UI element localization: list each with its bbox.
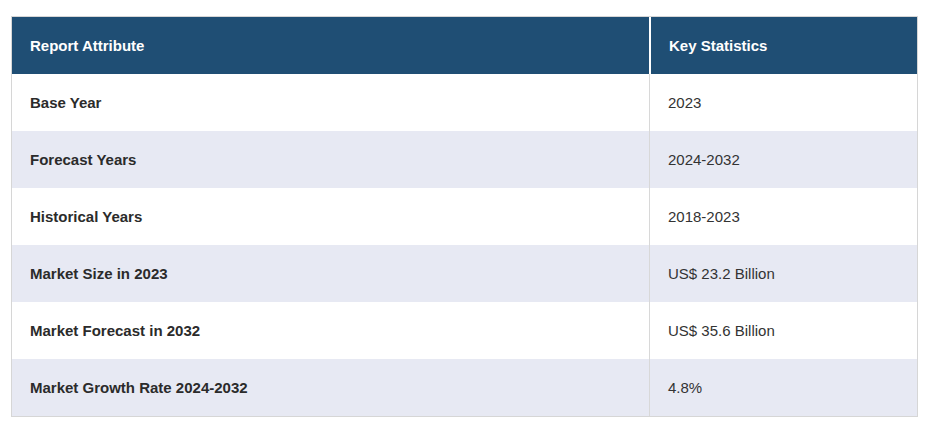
report-statistics-table: Report Attribute Key Statistics Base Yea… (11, 16, 918, 417)
column-header-key-statistics: Key Statistics (649, 17, 917, 74)
value-cell: 2023 (649, 74, 917, 131)
value-cell: US$ 23.2 Billion (649, 245, 917, 302)
table-row-market-size: Market Size in 2023 US$ 23.2 Billion (12, 245, 917, 302)
table-header-row: Report Attribute Key Statistics (12, 17, 917, 74)
table-row-forecast-years: Forecast Years 2024-2032 (12, 131, 917, 188)
value-cell: US$ 35.6 Billion (649, 302, 917, 359)
value-cell: 2018-2023 (649, 188, 917, 245)
attribute-cell: Market Forecast in 2032 (12, 302, 649, 359)
table-row-market-forecast: Market Forecast in 2032 US$ 35.6 Billion (12, 302, 917, 359)
attribute-cell: Historical Years (12, 188, 649, 245)
attribute-cell: Base Year (12, 74, 649, 131)
attribute-cell: Market Growth Rate 2024-2032 (12, 359, 649, 416)
table-row-historical-years: Historical Years 2018-2023 (12, 188, 917, 245)
value-cell: 2024-2032 (649, 131, 917, 188)
table-row-base-year: Base Year 2023 (12, 74, 917, 131)
column-header-report-attribute: Report Attribute (12, 17, 649, 74)
value-cell: 4.8% (649, 359, 917, 416)
attribute-cell: Forecast Years (12, 131, 649, 188)
attribute-cell: Market Size in 2023 (12, 245, 649, 302)
table-row-market-growth-rate: Market Growth Rate 2024-2032 4.8% (12, 359, 917, 416)
